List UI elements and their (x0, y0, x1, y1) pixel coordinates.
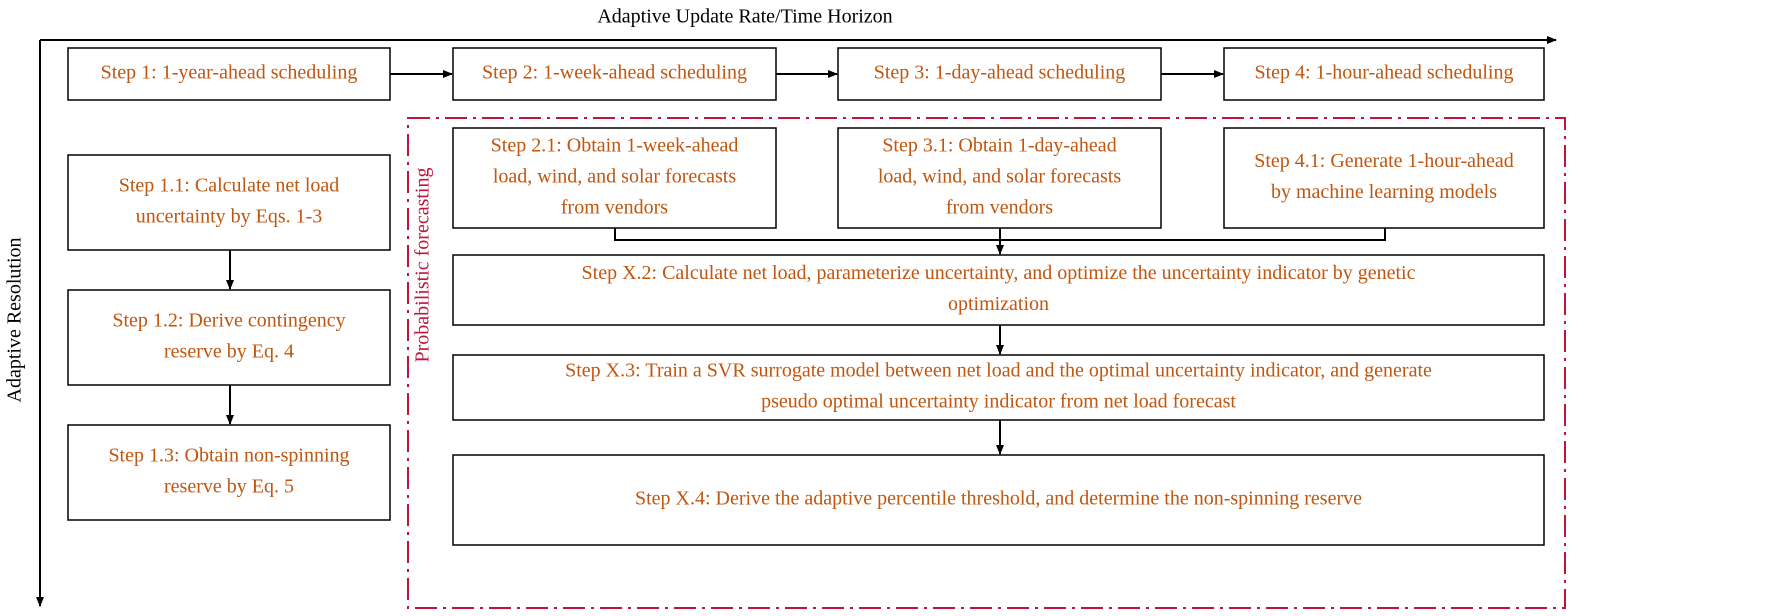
step-text: Step 4: 1-hour-ahead scheduling (1255, 62, 1514, 84)
step-box (452, 254, 1545, 326)
step-box (452, 454, 1545, 546)
step-text: Step 2: 1-week-ahead scheduling (482, 62, 747, 84)
step-box (67, 154, 391, 251)
step-text: Step 1: 1-year-ahead scheduling (101, 62, 358, 84)
connectors (226, 70, 1386, 455)
step-text: load, wind, and solar forecasts (878, 166, 1121, 188)
step-box (1223, 127, 1545, 229)
step-box (67, 424, 391, 521)
step-box (452, 47, 777, 101)
step-box (67, 289, 391, 386)
step-text: Step 1.3: Obtain non-spinning (108, 445, 349, 467)
step-text: by machine learning models (1271, 181, 1497, 203)
step-text: from vendors (946, 197, 1053, 219)
step-box (67, 47, 391, 101)
step-text: Step X.4: Derive the adaptive percentile… (635, 488, 1362, 510)
step-text: Step 3.1: Obtain 1-day-ahead (882, 135, 1116, 157)
step-box (837, 47, 1162, 101)
forecasting-region (407, 117, 1566, 609)
step-text: Step X.2: Calculate net load, parameteri… (582, 262, 1416, 284)
step-text: Step X.3: Train a SVR surrogate model be… (565, 360, 1432, 382)
step-text: optimization (948, 293, 1049, 315)
step-text: from vendors (561, 197, 668, 219)
step-text: load, wind, and solar forecasts (493, 166, 736, 188)
region-label: Probabilistic forecasting (412, 168, 434, 363)
step-text: Step 4.1: Generate 1-hour-ahead (1254, 150, 1514, 172)
step-box (452, 127, 777, 229)
step-box (452, 354, 1545, 421)
vertical-axis-label: Adaptive Resolution (4, 238, 26, 403)
step-text: pseudo optimal uncertainty indicator fro… (761, 391, 1236, 413)
step-box (837, 127, 1162, 229)
step-text: Step 1.2: Derive contingency (112, 310, 345, 332)
step-text: reserve by Eq. 4 (164, 341, 294, 363)
horizontal-axis-label: Adaptive Update Rate/Time Horizon (597, 6, 892, 28)
step-text: reserve by Eq. 5 (164, 476, 294, 498)
step-text: Step 1.1: Calculate net load (119, 175, 340, 197)
step-text: Step 3: 1-day-ahead scheduling (874, 62, 1126, 84)
step-text: uncertainty by Eqs. 1-3 (136, 206, 323, 228)
step-box (1223, 47, 1545, 101)
step-text: Step 2.1: Obtain 1-week-ahead (491, 135, 739, 157)
